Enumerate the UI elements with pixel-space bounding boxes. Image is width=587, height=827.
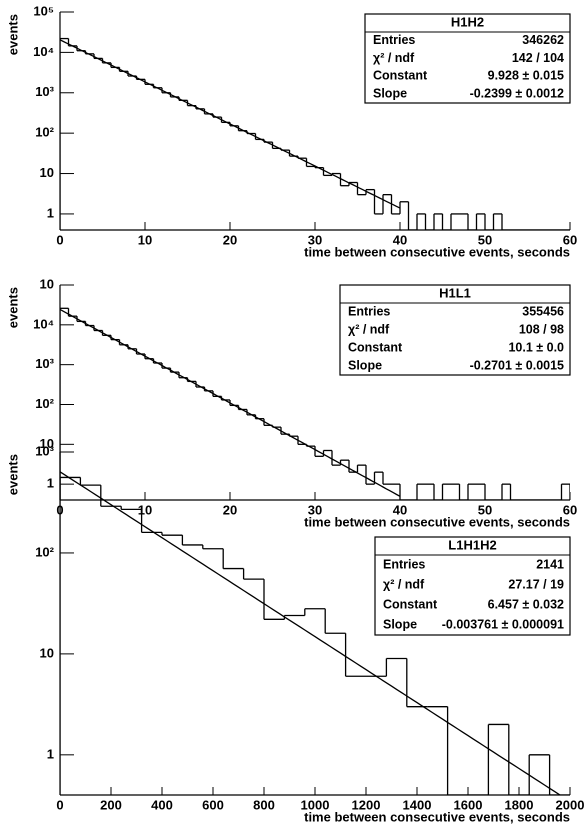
stats-name: Constant — [373, 69, 428, 83]
y-tick-label: 10³ — [35, 84, 54, 99]
x-tick-label: 1000 — [301, 797, 330, 812]
stats-title: H1L1 — [439, 285, 471, 300]
y-tick-label: 10⁴ — [33, 44, 54, 59]
y-tick-label: 10² — [35, 544, 54, 559]
y-tick-label: 10⁴ — [33, 316, 54, 331]
y-axis-label: events — [5, 14, 20, 55]
x-tick-label: 600 — [202, 797, 224, 812]
x-tick-label: 200 — [100, 797, 122, 812]
fit-line — [60, 308, 401, 497]
x-tick-label: 800 — [253, 797, 275, 812]
fit-line — [60, 39, 401, 209]
stats-name: Entries — [383, 557, 425, 571]
x-tick-label: 2000 — [556, 797, 585, 812]
stats-name: Slope — [348, 358, 382, 372]
stats-value: 2141 — [536, 557, 564, 571]
stats-value: 355456 — [522, 304, 564, 318]
stats-name: Slope — [383, 617, 417, 631]
x-tick-label: 40 — [393, 502, 407, 517]
x-tick-label: 400 — [151, 797, 173, 812]
stats-value: 346262 — [522, 33, 564, 47]
plot: 0 200 400 600 800 1000 1200 1400 1600 1800 2000 1 10… — [5, 443, 584, 824]
y-axis-label: events — [5, 287, 20, 328]
stats-box — [374, 536, 571, 636]
y-tick-label: 10 — [40, 436, 54, 451]
y-tick-label: 10² — [35, 125, 54, 140]
y-tick-label: 1 — [47, 476, 54, 491]
x-tick-label: 50 — [478, 232, 492, 247]
stats-value: 10.1 ± 0.0 — [508, 340, 564, 354]
x-axis-label: time between consecutive events, seconds — [304, 514, 570, 529]
plot: 0 10 20 30 40 50 60 1 10 10² 10³ 10⁴ 10⁵ events time b… — [5, 3, 577, 259]
stats-name: Entries — [373, 33, 415, 47]
x-tick-label: 60 — [563, 502, 577, 517]
x-tick-label: 30 — [308, 232, 322, 247]
x-tick-label: 60 — [563, 232, 577, 247]
stats-name: χ² / ndf — [383, 577, 425, 591]
y-tick-label: 10 — [40, 645, 54, 660]
y-tick-label: 10³ — [35, 443, 54, 458]
x-tick-label: 10 — [138, 232, 152, 247]
x-axis-label: time between consecutive events, seconds — [304, 809, 570, 824]
x-tick-label: 1800 — [505, 797, 534, 812]
stats-title: H1H2 — [451, 14, 484, 29]
y-axis-label: events — [5, 454, 20, 495]
stats-title: L1H1H2 — [448, 537, 496, 552]
stats-name: χ² / ndf — [373, 51, 415, 65]
x-tick-label: 1600 — [454, 797, 483, 812]
stats-value: 27.17 / 19 — [508, 577, 564, 591]
stats-value: 142 / 104 — [512, 51, 564, 65]
stats-value: -0.2399 ± 0.0012 — [470, 86, 564, 100]
fit-line — [60, 471, 562, 795]
stats-name: Slope — [373, 86, 407, 100]
stats-value: 108 / 98 — [519, 322, 564, 336]
y-tick-label: 10³ — [35, 356, 54, 371]
y-tick-label: 10² — [35, 396, 54, 411]
stats-name: Entries — [348, 304, 390, 318]
x-tick-label: 30 — [308, 502, 322, 517]
stats-name: Constant — [383, 597, 438, 611]
x-tick-label: 50 — [478, 502, 492, 517]
y-tick-label: 10 — [40, 276, 54, 291]
histogram — [60, 471, 570, 795]
x-tick-label: 1200 — [352, 797, 381, 812]
x-tick-label: 0 — [56, 232, 63, 247]
y-tick-label: 1 — [47, 205, 54, 220]
stats-value: 6.457 ± 0.032 — [488, 597, 564, 611]
histogram — [60, 307, 570, 500]
y-tick-label: 10 — [40, 165, 54, 180]
x-tick-label: 20 — [223, 502, 237, 517]
stats-name: Constant — [348, 340, 403, 354]
y-tick-label: 1 — [47, 746, 54, 761]
stats-box — [339, 284, 571, 376]
stats-name: χ² / ndf — [348, 322, 390, 336]
x-tick-label: 40 — [393, 232, 407, 247]
histogram — [60, 37, 570, 230]
x-tick-label: 20 — [223, 232, 237, 247]
x-tick-label: 0 — [56, 797, 63, 812]
stats-value: -0.2701 ± 0.0015 — [470, 358, 564, 372]
x-tick-label: 1400 — [403, 797, 432, 812]
stats-value: 9.928 ± 0.015 — [488, 69, 564, 83]
stats-value: -0.003761 ± 0.000091 — [442, 617, 564, 631]
plot: 010203040506011010²10³10⁴10eventstime be… — [5, 276, 577, 529]
y-tick-label: 10⁵ — [33, 3, 54, 18]
stats-box — [364, 13, 571, 104]
x-axis-label: time between consecutive events, seconds — [304, 244, 570, 259]
